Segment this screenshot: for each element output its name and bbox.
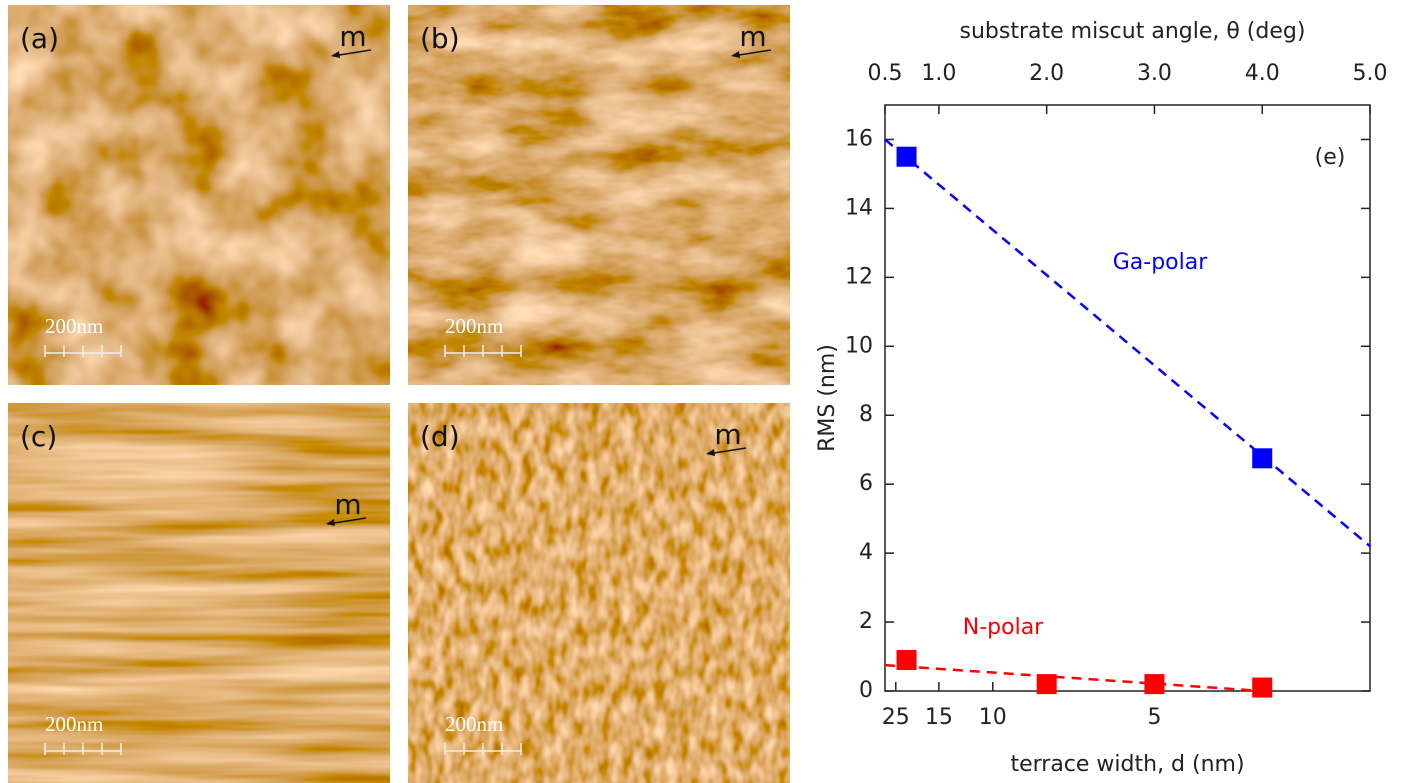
series-label: Ga-polar [1113, 250, 1208, 275]
figure: (a) m 200nm (b) m 200nm (c) m 200nm (d) m 200nm (e) s… [0, 0, 1404, 783]
panel-label: (a) [20, 22, 59, 55]
fit-line [885, 139, 1370, 546]
page: {"panels": [ {"label": "(a)", "arrow_lab… [0, 0, 1404, 783]
y-tick-label: 12 [845, 264, 873, 289]
x-tick-label-bottom: 5 [1147, 705, 1161, 730]
panel-label: (c) [20, 420, 57, 453]
x-tick-label-top: 2.0 [1029, 61, 1064, 86]
marker [897, 650, 917, 670]
x-tick-label-top: 5.0 [1353, 61, 1388, 86]
arrow-label: m [339, 20, 366, 53]
plot-frame [885, 105, 1370, 691]
scale-bar-label: 200nm [45, 314, 103, 338]
x-tick-label-bottom: 10 [979, 705, 1007, 730]
y-tick-label: 10 [845, 333, 873, 358]
y-tick-label: 2 [859, 609, 873, 634]
marker [1252, 678, 1272, 698]
x-tick-label-bottom: 25 [882, 705, 910, 730]
series-label: N-polar [963, 615, 1044, 640]
y-tick-label: 8 [859, 402, 873, 427]
y-tick-label: 6 [859, 471, 873, 496]
marker [1144, 674, 1164, 694]
x-tick-label-top: 4.0 [1245, 61, 1280, 86]
marker [897, 147, 917, 167]
x-axis-title-top: substrate miscut angle, θ (deg) [960, 19, 1306, 44]
panel-label: (b) [420, 22, 460, 55]
fit-line [885, 665, 1262, 691]
x-tick-label-top: 0.5 [868, 61, 903, 86]
x-tick-label-top: 3.0 [1137, 61, 1172, 86]
scale-bar-label: 200nm [445, 314, 503, 338]
x-tick-label-top: 1.0 [921, 61, 956, 86]
x-tick-label-bottom: 15 [925, 705, 953, 730]
chart-panel-label: (e) [1315, 145, 1346, 170]
y-axis-title: RMS (nm) [815, 344, 840, 452]
marker [1037, 674, 1057, 694]
y-tick-label: 16 [845, 126, 873, 151]
y-tick-label: 4 [859, 540, 873, 565]
y-tick-label: 14 [845, 195, 873, 220]
panel-label: (d) [420, 420, 460, 453]
x-axis-title-bottom: terrace width, d (nm) [1010, 752, 1244, 777]
arrow-label: m [334, 488, 361, 521]
arrow-label: m [714, 418, 741, 451]
arrow-label: m [739, 20, 766, 53]
marker [1252, 448, 1272, 468]
scale-bar-label: 200nm [445, 712, 503, 736]
scale-bar-label: 200nm [45, 712, 103, 736]
y-tick-label: 0 [859, 678, 873, 703]
